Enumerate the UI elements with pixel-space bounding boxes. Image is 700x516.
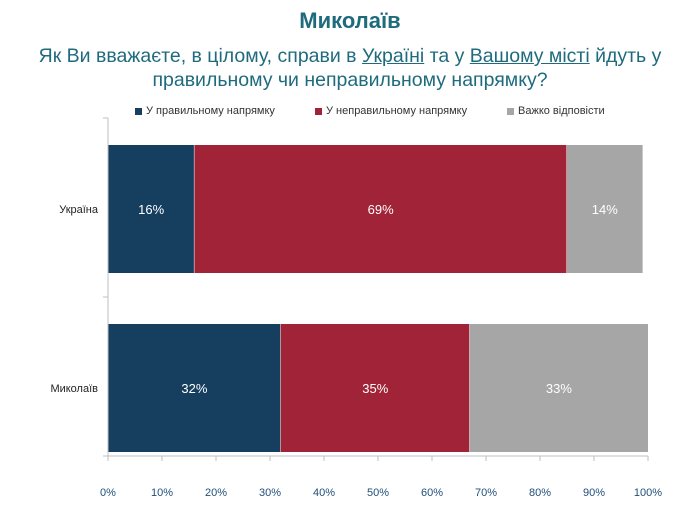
category-label-2: Миколаїв <box>50 383 98 395</box>
legend-label-correct: У правильному напрямку <box>146 105 275 117</box>
bar-hard-to-say-2 <box>469 324 648 452</box>
bar-label-incorrect-2: 35% <box>362 381 388 396</box>
category-label-1: Україна <box>59 204 99 216</box>
legend-label-incorrect: У неправильному напрямку <box>326 105 468 117</box>
x-tick-label-10: 100% <box>634 487 662 499</box>
legend-swatch-incorrect <box>315 107 322 115</box>
legend-item-correct: У правильному напрямку <box>135 105 275 117</box>
bar-correct-1 <box>108 145 195 273</box>
legend-item-incorrect: У неправильному напрямку <box>315 105 467 117</box>
legend-swatch-correct <box>135 107 142 115</box>
x-tick-label-9: 90% <box>583 487 605 499</box>
question-part-3: йдуть у правильному чи неправильному нап… <box>152 45 662 91</box>
x-tick-label-4: 40% <box>313 487 335 499</box>
chart-title: Миколаїв <box>299 8 401 33</box>
question-underlined-1: Україні <box>361 45 425 67</box>
x-tick-label-0: 0% <box>100 487 116 499</box>
x-tick-label-5: 50% <box>367 487 389 499</box>
x-tick-label-2: 20% <box>205 487 227 499</box>
bar-hard-to-say-1 <box>567 145 643 273</box>
question-part-2: та у <box>424 45 470 67</box>
bar-label-hard-to-say-2: 33% <box>546 381 572 396</box>
question-part-1: Як Ви вважаєте, в цілому, справи в <box>38 45 362 67</box>
legend-label-hard-to-say: Важко відповісти <box>518 105 605 117</box>
bar-incorrect-2 <box>280 324 470 452</box>
bar-label-correct-1: 16% <box>138 202 164 217</box>
bar-label-correct-2: 32% <box>181 381 207 396</box>
question-text: Як Ви вважаєте, в цілому, справи в Украї… <box>10 44 690 92</box>
x-tick-label-8: 80% <box>529 487 551 499</box>
bar-incorrect-1 <box>194 145 567 273</box>
legend-swatch-hard-to-say <box>507 107 514 115</box>
x-tick-label-1: 10% <box>151 487 173 499</box>
x-tick-label-6: 60% <box>421 487 443 499</box>
bar-correct-2 <box>108 324 281 452</box>
bar-label-hard-to-say-1: 14% <box>592 202 618 217</box>
x-tick-label-3: 30% <box>259 487 281 499</box>
chart-legend: У правильному напрямку У неправильному н… <box>135 105 695 121</box>
bar-label-incorrect-1: 69% <box>368 202 394 217</box>
legend-item-hard-to-say: Важко відповісти <box>507 105 605 117</box>
x-tick-label-7: 70% <box>475 487 497 499</box>
question-underlined-2: Вашому місті <box>469 45 590 67</box>
